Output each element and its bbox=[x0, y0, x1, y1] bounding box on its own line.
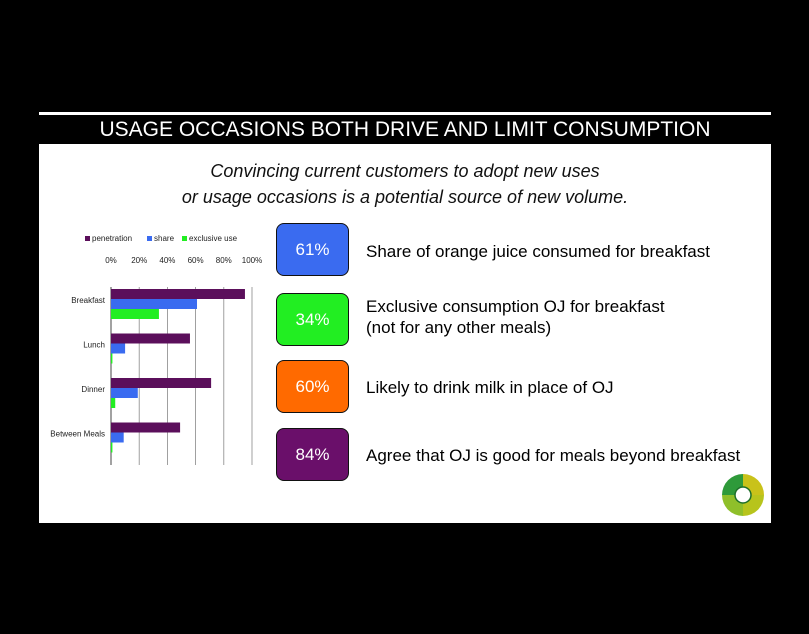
bar-exclusive-use-dinner bbox=[111, 398, 116, 408]
stat-badge-beyond-breakfast: 84% bbox=[276, 428, 349, 481]
category-label: Dinner bbox=[81, 385, 105, 394]
bar-exclusive-use-between-meals bbox=[111, 442, 113, 453]
stat-text-line: Agree that OJ is good for meals beyond b… bbox=[366, 446, 741, 465]
x-tick-label: 0% bbox=[105, 256, 117, 265]
legend-swatch-2 bbox=[182, 236, 187, 241]
bar-exclusive-use-lunch bbox=[111, 353, 113, 364]
bar-penetration-between-meals bbox=[111, 422, 181, 433]
stat-text-line: Exclusive consumption OJ for breakfast bbox=[366, 297, 665, 316]
bar-share-between-meals bbox=[111, 432, 124, 443]
stat-text-exclusive-breakfast: Exclusive consumption OJ for breakfast (… bbox=[366, 296, 665, 338]
bar-share-breakfast bbox=[111, 299, 198, 309]
x-tick-label: 20% bbox=[131, 256, 147, 265]
x-tick-label: 80% bbox=[216, 256, 232, 265]
category-label: Lunch bbox=[83, 341, 105, 350]
stat-badge-exclusive-breakfast: 34% bbox=[276, 293, 349, 346]
stat-text-milk-instead: Likely to drink milk in place of OJ bbox=[366, 377, 614, 398]
bar-exclusive-use-breakfast bbox=[111, 309, 159, 319]
stat-text-line: Likely to drink milk in place of OJ bbox=[366, 378, 614, 397]
chart-bars bbox=[111, 289, 245, 453]
subtitle-line-2: or usage occasions is a potential source… bbox=[181, 187, 629, 207]
chart-legend: penetration share exclusive use bbox=[85, 234, 238, 243]
bar-penetration-dinner bbox=[111, 378, 212, 388]
slide: USAGE OCCASIONS BOTH DRIVE AND LIMIT CON… bbox=[39, 112, 771, 523]
stat-text-line: (not for any other meals) bbox=[366, 318, 552, 337]
stat-text-line: Share of orange juice consumed for break… bbox=[366, 242, 710, 261]
stat-badge-milk-instead: 60% bbox=[276, 360, 349, 413]
bar-share-lunch bbox=[111, 343, 126, 354]
category-label: Breakfast bbox=[71, 296, 106, 305]
category-label: Between Meals bbox=[50, 430, 105, 439]
x-tick-label: 40% bbox=[159, 256, 175, 265]
legend-label-1: share bbox=[154, 234, 175, 243]
subtitle-line-1: Convincing current customers to adopt ne… bbox=[210, 161, 600, 181]
bar-penetration-breakfast bbox=[111, 289, 245, 299]
legend-swatch-1 bbox=[147, 236, 152, 241]
bar-penetration-lunch bbox=[111, 333, 190, 344]
bar-share-dinner bbox=[111, 388, 138, 398]
category-labels: Breakfast Lunch Dinner Between Meals bbox=[50, 296, 105, 439]
legend-label-2: exclusive use bbox=[189, 234, 238, 243]
legend-swatch-0 bbox=[85, 236, 90, 241]
slide-title: USAGE OCCASIONS BOTH DRIVE AND LIMIT CON… bbox=[39, 112, 771, 144]
stat-text-beyond-breakfast: Agree that OJ is good for meals beyond b… bbox=[366, 445, 740, 466]
brand-logo-icon bbox=[722, 474, 764, 516]
stat-text-breakfast-share: Share of orange juice consumed for break… bbox=[366, 241, 710, 262]
x-tick-label: 60% bbox=[188, 256, 204, 265]
slide-subtitle: Convincing current customers to adopt ne… bbox=[39, 158, 771, 210]
bar-chart: penetration share exclusive use 0% 20% 40% 60… bbox=[50, 234, 262, 465]
legend-label-0: penetration bbox=[92, 234, 132, 243]
x-tick-label: 100% bbox=[242, 256, 262, 265]
stat-badge-breakfast-share: 61% bbox=[276, 223, 349, 276]
x-tick-labels: 0% 20% 40% 60% 80% 100% bbox=[105, 256, 262, 265]
